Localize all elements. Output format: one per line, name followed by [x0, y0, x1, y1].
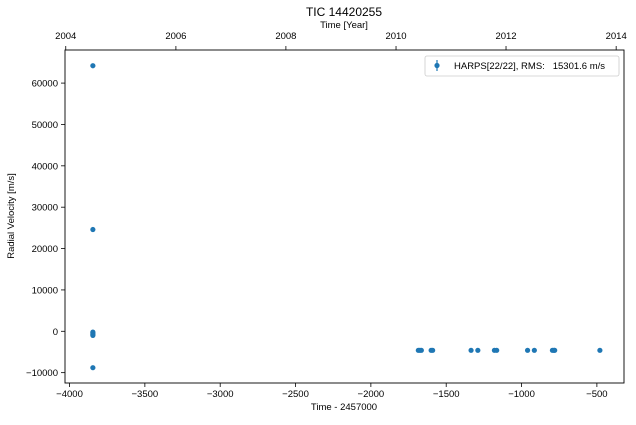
data-point	[524, 347, 531, 353]
y-tick-label: 0	[53, 327, 58, 338]
legend: HARPS[22/22], RMS: 15301.6 m/s	[424, 55, 620, 77]
data-point	[494, 347, 500, 353]
data-point	[90, 63, 96, 69]
top-x-tick-label: 2008	[275, 31, 296, 42]
data-point	[90, 226, 96, 233]
x-tick-label: −2000	[358, 389, 385, 400]
top-x-axis-label: Time [Year]	[320, 20, 368, 31]
y-tick-label: 10000	[32, 285, 58, 296]
chart-title: TIC 14420255	[306, 5, 382, 19]
x-tick-label: −500	[586, 389, 607, 400]
data-point	[418, 347, 424, 353]
y-axis: −10000 0 10000 20000 30000 40000 50000 60000	[26, 79, 65, 379]
data-point	[90, 332, 96, 339]
legend-marker	[434, 62, 440, 69]
y-tick-label: 30000	[32, 203, 58, 214]
y-tick-label: 50000	[32, 120, 58, 131]
x-tick-label: −1000	[508, 389, 535, 400]
y-tick-label: 60000	[32, 79, 58, 90]
data-point	[552, 347, 558, 353]
top-x-tick-label: 2012	[495, 31, 516, 42]
data-point	[531, 347, 537, 353]
legend-box	[424, 55, 620, 77]
x-axis-label: Time - 2457000	[311, 402, 377, 413]
bottom-x-axis: −4000 −3500 −3000 −2500 −2000 −1500 −1000 −500	[56, 383, 608, 400]
top-x-tick-label: 2014	[606, 31, 627, 42]
legend-label: HARPS[22/22], RMS: 15301.6 m/s	[454, 61, 605, 72]
data-point	[90, 365, 96, 371]
top-x-tick-label: 2004	[55, 31, 76, 42]
data-point	[597, 347, 603, 353]
x-tick-label: −3500	[132, 389, 159, 400]
data-point	[475, 347, 481, 353]
y-tick-label: −10000	[26, 368, 58, 379]
plot-area	[64, 49, 625, 384]
x-tick-label: −3000	[207, 389, 234, 400]
x-tick-label: −2500	[282, 389, 309, 400]
x-tick-label: −4000	[56, 389, 83, 400]
top-x-axis: 2004 2006 2008 2010 2012 2014	[55, 31, 627, 50]
x-tick-label: −1500	[433, 389, 460, 400]
data-points	[90, 63, 603, 371]
data-point	[430, 347, 436, 353]
data-point	[468, 347, 474, 353]
top-x-tick-label: 2006	[165, 31, 186, 42]
y-tick-label: 20000	[32, 244, 58, 255]
y-axis-label: Radial Velocity [m/s]	[6, 173, 17, 259]
y-tick-label: 40000	[32, 161, 58, 172]
top-x-tick-label: 2010	[385, 31, 406, 42]
